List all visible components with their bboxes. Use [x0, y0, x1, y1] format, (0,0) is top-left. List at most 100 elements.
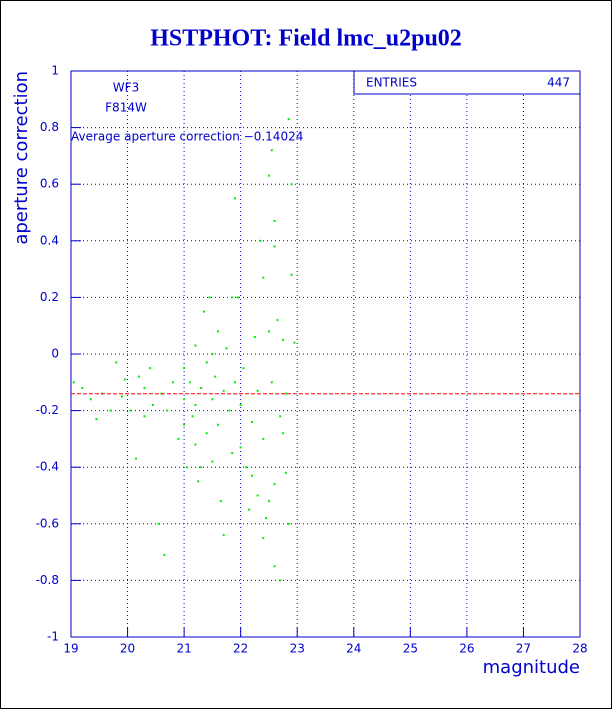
- point: [222, 389, 225, 392]
- point: [183, 398, 186, 401]
- point: [129, 409, 132, 412]
- point: [177, 437, 180, 440]
- point: [284, 471, 287, 474]
- x-axis-label: magnitude: [483, 657, 580, 678]
- point: [279, 415, 282, 418]
- stats-label: ENTRIES: [366, 76, 417, 90]
- point: [234, 197, 237, 200]
- x-tick-label: 24: [346, 642, 361, 656]
- point: [248, 508, 251, 511]
- point: [197, 480, 200, 483]
- point: [183, 367, 186, 370]
- annotation: WF3: [113, 81, 139, 95]
- point: [253, 336, 256, 339]
- point: [200, 466, 203, 469]
- x-tick-label: 26: [459, 642, 474, 656]
- point: [109, 409, 112, 412]
- point: [273, 245, 276, 248]
- point: [152, 403, 155, 406]
- x-tick-label: 22: [233, 642, 248, 656]
- point: [293, 341, 296, 344]
- point: [222, 534, 225, 537]
- point: [270, 149, 273, 152]
- y-tick-label: 0.6: [40, 177, 59, 191]
- y-tick-label: -0.2: [36, 403, 59, 417]
- point: [270, 381, 273, 384]
- point: [194, 443, 197, 446]
- point: [282, 432, 285, 435]
- point: [287, 522, 290, 525]
- point: [217, 423, 220, 426]
- stats-value: 447: [547, 76, 570, 90]
- point: [279, 579, 282, 582]
- x-tick-label: 23: [290, 642, 305, 656]
- point: [115, 361, 118, 364]
- point: [267, 330, 270, 333]
- point: [273, 219, 276, 222]
- point: [234, 381, 237, 384]
- point: [202, 310, 205, 313]
- point: [194, 344, 197, 347]
- point: [95, 418, 98, 421]
- x-tick-label: 28: [572, 642, 587, 656]
- point: [217, 330, 220, 333]
- point: [149, 367, 152, 370]
- y-tick-label: -0.4: [36, 460, 59, 474]
- point: [267, 500, 270, 503]
- point: [267, 174, 270, 177]
- point: [256, 389, 259, 392]
- point: [259, 239, 262, 242]
- point: [262, 437, 265, 440]
- point: [265, 517, 268, 520]
- point: [211, 398, 214, 401]
- point: [188, 381, 191, 384]
- point: [287, 118, 290, 121]
- point: [205, 361, 208, 364]
- point: [219, 500, 222, 503]
- x-tick-label: 25: [403, 642, 418, 656]
- point: [239, 446, 242, 449]
- point: [143, 415, 146, 418]
- point: [171, 381, 174, 384]
- point: [245, 466, 248, 469]
- point: [183, 423, 186, 426]
- y-tick-label: -1: [47, 630, 59, 644]
- point: [290, 183, 293, 186]
- point: [143, 386, 146, 389]
- point: [231, 296, 234, 299]
- annotation: F814W: [105, 101, 147, 115]
- point: [250, 420, 253, 423]
- point: [194, 403, 197, 406]
- point: [273, 483, 276, 486]
- y-axis-label: aperture correction: [11, 71, 32, 245]
- point: [200, 386, 203, 389]
- point: [214, 375, 217, 378]
- point: [262, 536, 265, 539]
- point: [273, 565, 276, 568]
- y-tick-label: -0.8: [36, 573, 59, 587]
- point: [211, 353, 214, 355]
- point: [284, 392, 287, 395]
- point: [211, 460, 214, 463]
- x-tick-label: 19: [63, 642, 78, 656]
- point: [120, 395, 123, 398]
- point: [191, 415, 194, 418]
- point: [163, 553, 166, 556]
- x-tick-label: 21: [176, 642, 191, 656]
- point: [231, 452, 234, 455]
- point: [276, 319, 279, 322]
- y-tick-label: 1: [51, 64, 59, 78]
- point: [228, 409, 231, 412]
- y-tick-label: 0.8: [40, 120, 59, 134]
- point: [236, 296, 239, 299]
- point: [242, 367, 245, 370]
- point: [157, 522, 160, 525]
- point: [81, 386, 84, 389]
- point: [72, 381, 75, 384]
- point: [239, 403, 242, 406]
- point: [290, 273, 293, 276]
- y-tick-label: -0.6: [36, 516, 59, 530]
